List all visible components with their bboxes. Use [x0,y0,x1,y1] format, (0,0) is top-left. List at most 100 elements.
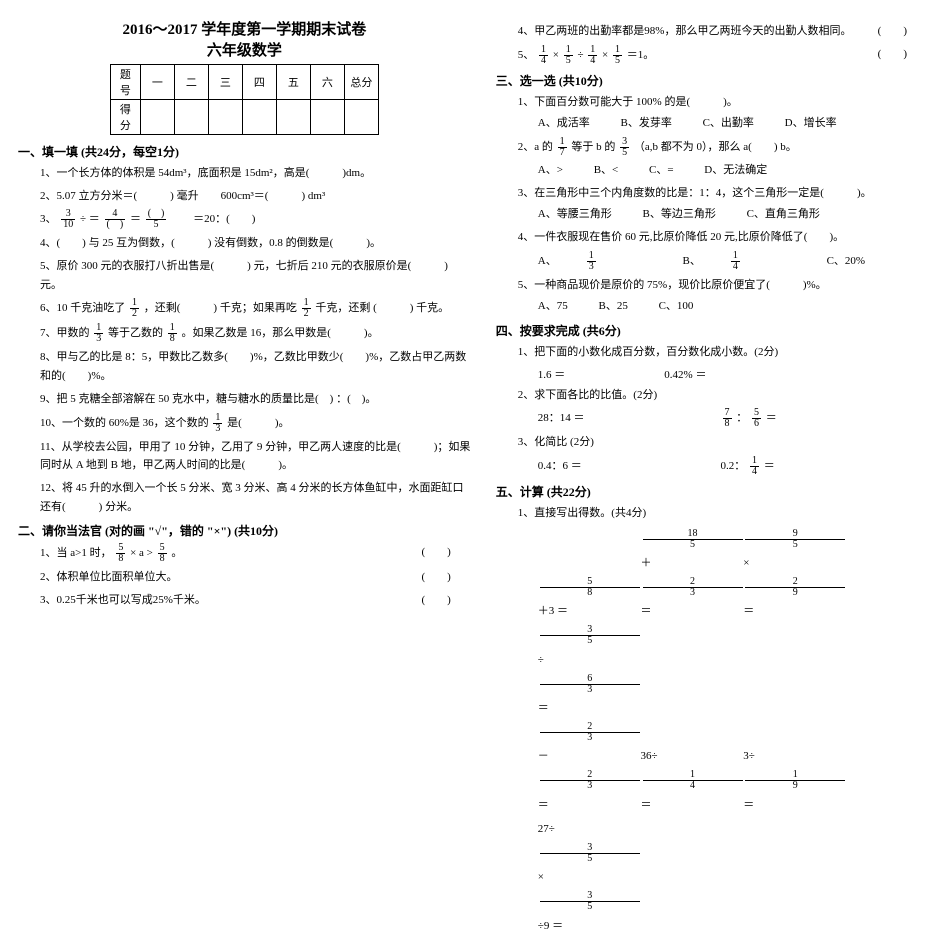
text: × a > [130,547,153,559]
cell: 四 [242,65,276,100]
section-1-heading: 一、填一填 (共24分，每空1分) [18,143,471,160]
fraction: 35 [620,137,629,158]
section-3-heading: 三、选一选 (共10分) [496,72,927,89]
cell [174,100,208,135]
title-line-1: 2016～2017 学年度第一学期期末试卷 [18,18,471,39]
text: 是( )。 [227,417,289,429]
text: 7、甲数的 [40,327,90,339]
cell [310,100,344,135]
text: × [553,49,559,61]
q2-3: 3、0.25千米也可以写成25%千米。 ( ) [40,591,471,610]
section-4-heading: 四、按要求完成 (共6分) [496,322,927,339]
choice: A、75 [538,298,568,316]
cell: 六 [310,65,344,100]
choice: A、成活率 [538,115,590,133]
text: ＝ [130,213,144,225]
calc-row-2: 23 － 23 ＝ 36÷ 14 ＝ 3÷ 19 ＝ 27÷ 35 × 35 ÷… [538,720,927,938]
calc: 35 ÷ 63 ＝ [538,623,638,720]
choice: C、100 [659,298,694,316]
fraction: 14 [539,45,548,66]
text: 3、 [40,213,57,225]
fraction: ( )5 [146,209,167,230]
cell: 题号 [110,65,140,100]
title-line-2: 六年级数学 [18,39,471,60]
section-5-heading: 五、计算 (共22分) [496,483,927,500]
text: 千克，还剩 ( ) 千克。 [315,302,449,314]
q2-2: 2、体积单位比面积单位大。 ( ) [40,568,471,587]
cell [242,100,276,135]
q4-1: 1、把下面的小数化成百分数，百分数化成小数。(2分) [518,343,927,362]
choice: B、14 [682,251,795,272]
fraction: 95 [745,529,845,550]
text: 28：14 ＝ [538,409,718,429]
fraction: 14 [750,456,759,477]
text: × [602,49,608,61]
fraction: 35 [540,843,640,864]
fraction: 35 [540,625,640,646]
choice: A、等腰三角形 [538,206,612,224]
choice: B、25 [598,298,627,316]
text: ÷ [80,213,89,225]
paren: ( ) [421,591,450,610]
calc: 3÷ 19 ＝ [743,744,843,817]
fraction: 15 [613,45,622,66]
score-table: 题号 一 二 三 四 五 六 总分 得分 [110,64,379,135]
cell [208,100,242,135]
q2-5: 5、 14 × 15 ÷ 14 × 15 ＝1。 ( ) [518,45,927,66]
fraction: 4( ) [105,209,126,230]
text: 5、 [518,49,535,61]
fraction: 13 [587,251,624,272]
fraction: 14 [588,45,597,66]
text: 3、0.25千米也可以写成25%千米。 [40,594,206,606]
text: ＝ [89,213,103,225]
text: ÷ [578,49,584,61]
exam-page: 2016～2017 学年度第一学期期末试卷 六年级数学 题号 一 二 三 四 五… [0,0,945,948]
section-2-heading: 二、请你当法官 (对的画 "√"，错的 "×") (共10分) [18,522,471,539]
cell: 一 [140,65,174,100]
table-row: 题号 一 二 三 四 五 六 总分 [110,65,378,100]
q1-11: 11、从学校去公园，甲用了 10 分钟，乙用了 9 分钟，甲乙两人速度的比是( … [40,438,471,475]
text: ＝20：( ) [171,213,255,225]
q4-2: 2、求下面各比的比值。(2分) [518,386,927,405]
choice: A、13 [538,251,652,272]
q1-10: 10、一个数的 60%是 36，这个数的 13 是( )。 [40,413,471,434]
q1-12: 12、将 45 升的水倒入一个长 5 分米、宽 3 分米、高 4 分米的长方体鱼… [40,479,471,516]
cell [276,100,310,135]
text: 2、体积单位比面积单位大。 [40,571,178,583]
q1-2: 2、5.07 立方分米＝( ) 毫升 600cm³＝( ) dm³ [40,187,471,206]
left-column: 2016～2017 学年度第一学期期末试卷 六年级数学 题号 一 二 三 四 五… [18,10,471,938]
q4-1-items: 1.6 ＝ 0.42% ＝ [538,366,927,382]
text: 2、a 的 [518,141,553,153]
choice: C、出勤率 [703,115,754,133]
q1-5: 5、原价 300 元的衣服打八折出售是( ) 元，七折后 210 元的衣服原价是… [40,257,471,294]
q4-3-items: 0.4：6 ＝ 0.2： 14 ＝ [538,456,927,477]
fraction: 13 [94,323,103,344]
cell: 五 [276,65,310,100]
paren: ( ) [878,22,907,41]
cell: 二 [174,65,208,100]
fraction: 29 [745,577,845,598]
q1-6: 6、10 千克油吃了 12 ，还剩( ) 千克；如果再吃 12 千克，还剩 ( … [40,298,471,319]
paren: ( ) [421,543,450,562]
q1-4: 4、( ) 与 25 互为倒数，( ) 没有倒数，0.8 的倒数是( )。 [40,234,471,253]
fraction: 310 [61,209,75,230]
fraction: 58 [158,543,167,564]
fraction: 12 [130,298,139,319]
q1-9: 9、把 5 克糖全部溶解在 50 克水中，糖与糖水的质量比是( ) ：( )。 [40,390,471,409]
text: 78 ： 56 ＝ [721,408,901,429]
calc: 185 ＋ 23 ＝ [641,527,741,624]
q3-3-choices: A、等腰三角形 B、等边三角形 C、直角三角形 [538,206,927,224]
choice: A、> [538,162,563,180]
q1-1: 1、一个长方体的体积是 54dm³，底面积是 15dm²，高是( )dm。 [40,164,471,183]
q4-2-items: 28：14 ＝ 78 ： 56 ＝ [538,408,927,429]
paren: ( ) [421,568,450,587]
text: 1、当 a>1 时， [40,547,112,559]
paren: ( ) [878,45,907,64]
text: 等于 b 的 [571,141,615,153]
calc-row-1: 58 ＋3 ＝ 185 ＋ 23 ＝ 95 × 29 ＝ 35 ÷ 63 ＝ [538,527,927,721]
calc: 95 × 29 ＝ [743,527,843,624]
text: 等于乙数的 [108,327,163,339]
cell: 三 [208,65,242,100]
q2-4: 4、甲乙两班的出勤率都是98%，那么甲乙两班今天的出勤人数相同。( ) [518,22,927,41]
choice: B、< [594,162,619,180]
